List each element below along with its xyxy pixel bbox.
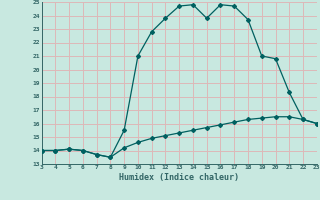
- X-axis label: Humidex (Indice chaleur): Humidex (Indice chaleur): [119, 173, 239, 182]
